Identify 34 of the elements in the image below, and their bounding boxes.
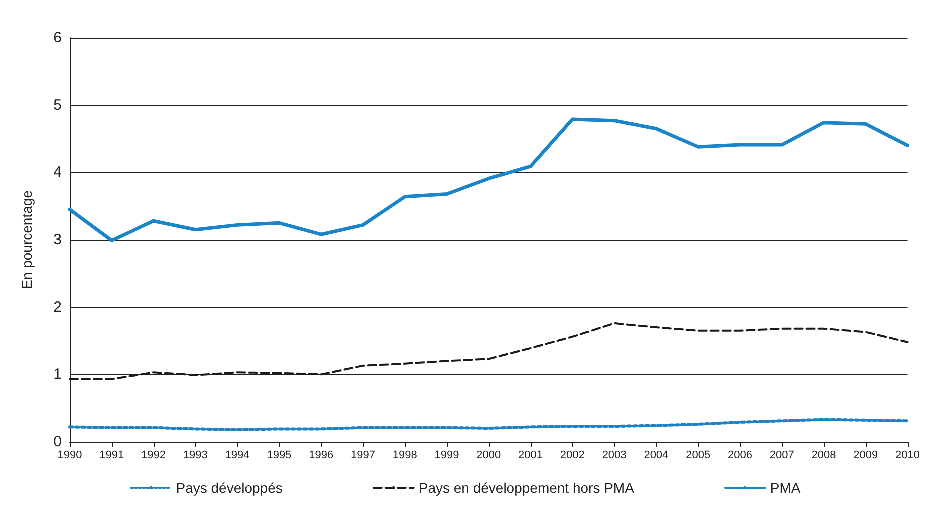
legend-label: PMA bbox=[770, 480, 802, 496]
y-axis-title: En pourcentage bbox=[19, 190, 35, 290]
x-tick-label: 2003 bbox=[602, 450, 627, 462]
legend-label: Pays en développement hors PMA bbox=[418, 480, 636, 496]
x-tick-label: 2008 bbox=[812, 450, 836, 462]
y-tick-label: 2 bbox=[54, 298, 62, 316]
x-tick-label: 1999 bbox=[434, 450, 460, 462]
y-tick-label: 1 bbox=[54, 366, 62, 384]
x-tick-label: 1993 bbox=[183, 450, 208, 462]
x-tick-label: 1996 bbox=[309, 450, 334, 462]
x-tick-label: 1994 bbox=[225, 450, 250, 462]
y-tick-label: 6 bbox=[54, 30, 62, 46]
x-tick-label: 1990 bbox=[58, 450, 82, 462]
x-tick-label: 2009 bbox=[854, 450, 878, 462]
y-tick-label: 3 bbox=[54, 232, 62, 248]
line-series bbox=[68, 118, 910, 242]
y-tick-label: 5 bbox=[54, 96, 62, 114]
x-tick-label: 2004 bbox=[644, 450, 669, 462]
x-tick-label: 2010 bbox=[896, 450, 920, 462]
y-tick-label: 4 bbox=[54, 164, 62, 182]
x-tick-label: 1991 bbox=[100, 450, 124, 462]
x-tick-label: 1997 bbox=[350, 450, 376, 462]
legend-label: Pays développés bbox=[176, 480, 283, 496]
y-tick-label: 0 bbox=[54, 434, 62, 450]
x-tick-label: 1995 bbox=[267, 450, 292, 462]
x-tick-label: 2001 bbox=[518, 450, 544, 462]
x-tick-label: 2000 bbox=[476, 450, 502, 462]
x-tick-label: 1992 bbox=[142, 450, 166, 462]
x-tick-label: 1998 bbox=[392, 450, 418, 462]
x-tick-label: 2006 bbox=[728, 450, 752, 462]
line-series bbox=[68, 418, 910, 432]
x-tick-label: 2007 bbox=[770, 450, 794, 462]
x-tick-label: 2002 bbox=[560, 450, 585, 462]
x-tick-label: 2005 bbox=[686, 450, 711, 462]
